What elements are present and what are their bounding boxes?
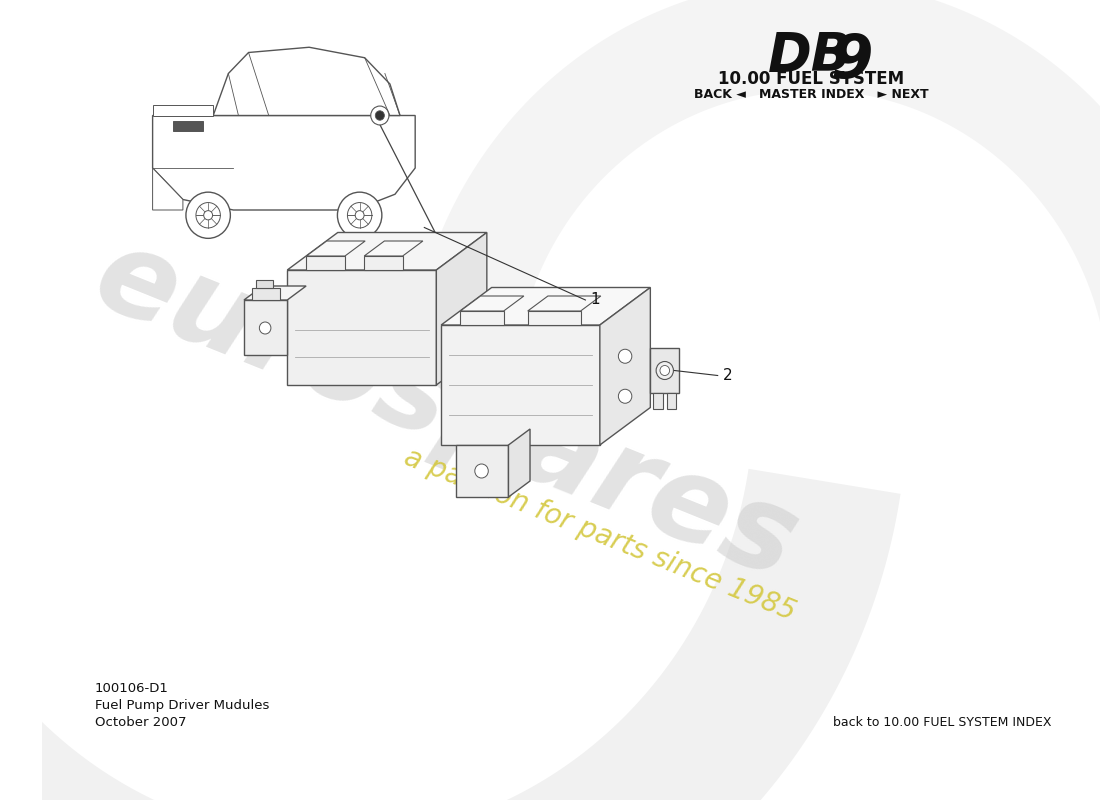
Polygon shape xyxy=(455,445,508,497)
Polygon shape xyxy=(287,270,437,385)
Polygon shape xyxy=(667,393,676,409)
Polygon shape xyxy=(427,0,1100,400)
Text: 1: 1 xyxy=(591,293,600,307)
Text: 100106-D1: 100106-D1 xyxy=(95,682,168,695)
Circle shape xyxy=(656,362,673,379)
Text: 10.00 FUEL SYSTEM: 10.00 FUEL SYSTEM xyxy=(718,70,904,88)
Polygon shape xyxy=(153,105,213,115)
Polygon shape xyxy=(252,288,279,300)
Text: eurospares: eurospares xyxy=(78,217,814,603)
Circle shape xyxy=(196,202,220,228)
Circle shape xyxy=(375,110,384,120)
Polygon shape xyxy=(213,47,400,115)
Polygon shape xyxy=(307,241,365,256)
Polygon shape xyxy=(364,241,422,256)
Circle shape xyxy=(371,106,389,125)
Circle shape xyxy=(618,350,631,363)
Text: October 2007: October 2007 xyxy=(95,716,186,729)
Polygon shape xyxy=(173,121,204,131)
Polygon shape xyxy=(528,311,581,325)
Text: 9: 9 xyxy=(830,32,873,91)
Polygon shape xyxy=(364,256,403,270)
Text: DB: DB xyxy=(768,30,852,82)
Polygon shape xyxy=(244,286,306,300)
Circle shape xyxy=(618,390,631,403)
Text: Fuel Pump Driver Mudules: Fuel Pump Driver Mudules xyxy=(95,699,270,712)
Polygon shape xyxy=(287,233,487,270)
Text: back to 10.00 FUEL SYSTEM INDEX: back to 10.00 FUEL SYSTEM INDEX xyxy=(834,716,1052,729)
Polygon shape xyxy=(461,311,504,325)
Circle shape xyxy=(186,192,230,238)
Circle shape xyxy=(260,322,271,334)
Text: a passion for parts since 1985: a passion for parts since 1985 xyxy=(400,443,800,626)
Text: 2: 2 xyxy=(723,368,733,383)
Polygon shape xyxy=(650,347,679,393)
Polygon shape xyxy=(0,469,901,800)
Polygon shape xyxy=(244,300,287,355)
Circle shape xyxy=(204,210,212,220)
Circle shape xyxy=(338,192,382,238)
Polygon shape xyxy=(441,325,600,445)
Circle shape xyxy=(660,366,670,375)
Circle shape xyxy=(475,464,488,478)
Polygon shape xyxy=(307,256,345,270)
Polygon shape xyxy=(508,429,530,497)
Polygon shape xyxy=(653,393,663,409)
Polygon shape xyxy=(255,280,273,288)
Polygon shape xyxy=(528,296,601,311)
Text: BACK ◄   MASTER INDEX   ► NEXT: BACK ◄ MASTER INDEX ► NEXT xyxy=(694,88,928,101)
Polygon shape xyxy=(461,296,524,311)
Polygon shape xyxy=(441,287,650,325)
Polygon shape xyxy=(153,168,183,210)
Polygon shape xyxy=(437,233,487,385)
Polygon shape xyxy=(600,287,650,445)
Polygon shape xyxy=(153,115,415,210)
Circle shape xyxy=(355,210,364,220)
Circle shape xyxy=(348,202,372,228)
